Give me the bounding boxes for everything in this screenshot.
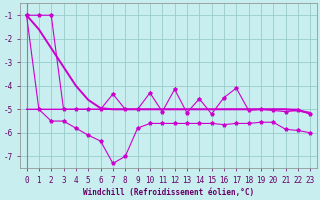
X-axis label: Windchill (Refroidissement éolien,°C): Windchill (Refroidissement éolien,°C)	[83, 188, 254, 197]
